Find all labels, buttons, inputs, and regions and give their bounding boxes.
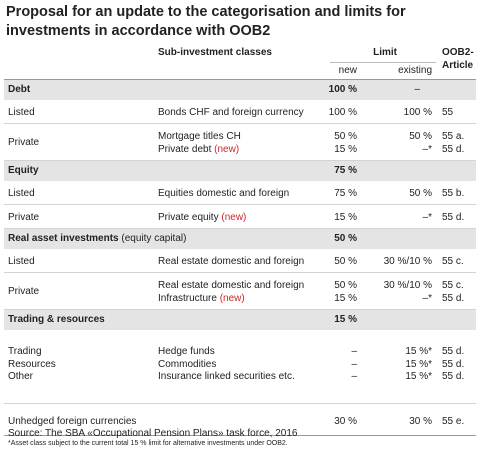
title: Proposal for an update to the categorisa… bbox=[6, 4, 406, 39]
row-label: Private bbox=[8, 286, 40, 297]
section-new: 100 % bbox=[328, 84, 357, 95]
row-rule bbox=[4, 123, 476, 124]
section-new: 15 % bbox=[334, 314, 357, 325]
sub-class: Hedge funds bbox=[158, 346, 215, 358]
section-band bbox=[4, 310, 476, 330]
row-label: Listed bbox=[8, 187, 35, 199]
row-label: Private bbox=[8, 137, 40, 148]
sub-class: Infrastructure (new) bbox=[158, 292, 245, 304]
limit-new: 15 % bbox=[334, 292, 357, 304]
article: 55 d. bbox=[442, 211, 465, 223]
limit-new: – bbox=[351, 346, 357, 358]
limit-existing: 15 %* bbox=[405, 371, 432, 383]
sub-class: Commodities bbox=[158, 358, 217, 370]
limit-new: 100 % bbox=[328, 106, 357, 118]
limit-new: 50 % bbox=[334, 279, 357, 291]
row-rule bbox=[4, 228, 476, 229]
sub-class: Mortgage titles CH bbox=[158, 130, 241, 142]
section-existing: – bbox=[414, 84, 420, 95]
limit-new: 50 % bbox=[334, 130, 357, 142]
new-tag: (new) bbox=[221, 211, 247, 223]
row-rule bbox=[4, 434, 476, 436]
article: 55 d. bbox=[442, 292, 465, 304]
limit-existing: 50 % bbox=[409, 187, 432, 199]
limit-existing: 30 %/10 % bbox=[383, 279, 432, 291]
article: 55 d. bbox=[442, 371, 465, 383]
row-label: Trading bbox=[8, 346, 42, 358]
row-rule bbox=[4, 204, 476, 205]
col-article: Article bbox=[442, 60, 474, 71]
article: 55 bbox=[442, 106, 454, 118]
article: 55 d. bbox=[442, 358, 465, 370]
row-rule bbox=[4, 309, 476, 310]
limit-new: 30 % bbox=[334, 415, 357, 427]
limit-existing: –* bbox=[422, 143, 432, 155]
new-tag: (new) bbox=[219, 292, 245, 304]
row-label: Listed bbox=[8, 255, 35, 267]
row-label: Unhedged foreign currencies bbox=[8, 415, 137, 427]
sub-class: Insurance linked securities etc. bbox=[158, 371, 295, 383]
col-existing: existing bbox=[398, 65, 432, 76]
sub-class: Private debt (new) bbox=[158, 143, 240, 155]
section-name: Trading & resources bbox=[8, 314, 105, 325]
section-name: Real asset investments (equity capital) bbox=[8, 233, 187, 244]
article: 55 c. bbox=[442, 279, 464, 291]
row-rule bbox=[4, 402, 476, 404]
section-note: (equity capital) bbox=[121, 233, 187, 244]
section-name: Debt bbox=[8, 84, 31, 95]
limit-existing: –* bbox=[422, 292, 432, 304]
limit-new: 75 % bbox=[334, 187, 357, 199]
section-band bbox=[4, 229, 476, 249]
new-tag: (new) bbox=[214, 143, 240, 155]
section-new: 50 % bbox=[334, 233, 357, 244]
section-new: 75 % bbox=[334, 165, 357, 176]
sub-class: Real estate domestic and foreign bbox=[158, 279, 305, 291]
sub-class: Bonds CHF and foreign currency bbox=[158, 106, 304, 118]
limit-existing: 15 %* bbox=[405, 346, 432, 358]
limit-new: – bbox=[351, 358, 357, 370]
section-band bbox=[4, 161, 476, 181]
row-label: Other bbox=[8, 371, 34, 383]
limit-existing: 30 %/10 % bbox=[383, 255, 432, 267]
article: 55 a. bbox=[442, 130, 465, 142]
source: Source: The SBA «Occupational Pension Pl… bbox=[8, 428, 298, 439]
limit-new: 50 % bbox=[334, 255, 357, 267]
footnote: *Asset class subject to the current tota… bbox=[8, 439, 288, 447]
row-label: Listed bbox=[8, 106, 35, 118]
article: 55 c. bbox=[442, 255, 464, 267]
limit-existing: 15 %* bbox=[405, 358, 432, 370]
section-name: Equity bbox=[8, 165, 39, 176]
limit-new: 15 % bbox=[334, 143, 357, 155]
article: 55 d. bbox=[442, 346, 465, 358]
limit-existing: 30 % bbox=[409, 415, 432, 427]
limit-existing: –* bbox=[422, 211, 432, 223]
article: 55 e. bbox=[442, 415, 465, 427]
col-sub: Sub-investment classes bbox=[158, 47, 272, 58]
article: 55 d. bbox=[442, 143, 465, 155]
row-rule bbox=[4, 160, 476, 161]
limit-existing: 50 % bbox=[409, 130, 432, 142]
sub-class: Equities domestic and foreign bbox=[158, 187, 290, 199]
col-new: new bbox=[338, 65, 357, 76]
limit-existing: 100 % bbox=[403, 106, 432, 118]
row-label: Resources bbox=[8, 358, 56, 370]
col-article: OOB2- bbox=[442, 47, 474, 58]
sub-class: Real estate domestic and foreign bbox=[158, 255, 305, 267]
col-limit: Limit bbox=[373, 47, 397, 58]
row-rule bbox=[4, 272, 476, 273]
limit-rule bbox=[330, 62, 436, 63]
limit-new: – bbox=[351, 371, 357, 383]
sub-class: Private equity (new) bbox=[158, 211, 247, 223]
section-band bbox=[4, 80, 476, 100]
header-rule bbox=[4, 79, 476, 80]
limit-new: 15 % bbox=[334, 211, 357, 223]
row-label: Private bbox=[8, 211, 40, 223]
article: 55 b. bbox=[442, 187, 465, 199]
